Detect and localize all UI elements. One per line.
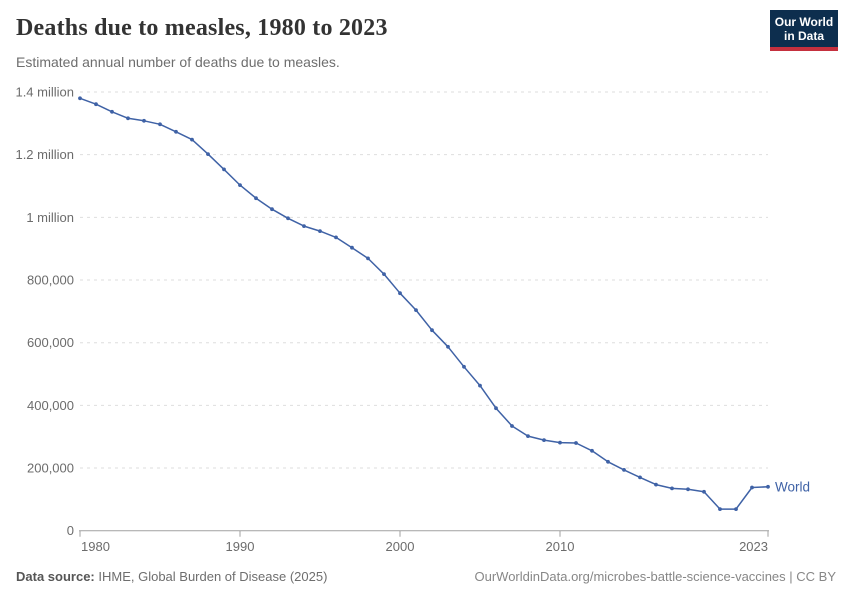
y-tick-label-zero: 0 bbox=[67, 523, 74, 538]
data-point[interactable] bbox=[430, 328, 434, 333]
data-point[interactable] bbox=[478, 383, 482, 388]
data-point[interactable] bbox=[510, 424, 514, 428]
x-tick-label: 2023 bbox=[739, 539, 768, 554]
data-point[interactable] bbox=[366, 256, 370, 261]
data-point[interactable] bbox=[494, 406, 498, 411]
x-tick-label: 1980 bbox=[81, 539, 110, 554]
data-point[interactable] bbox=[638, 475, 642, 480]
chart-subtitle: Estimated annual number of deaths due to… bbox=[16, 54, 340, 70]
data-point[interactable] bbox=[206, 152, 210, 157]
data-point[interactable] bbox=[142, 118, 146, 123]
y-tick-label: 400,000 bbox=[27, 398, 74, 413]
y-tick-label: 1 million bbox=[26, 210, 74, 225]
data-point[interactable] bbox=[606, 459, 610, 464]
y-tick-label: 800,000 bbox=[27, 273, 74, 288]
data-point[interactable] bbox=[174, 129, 178, 134]
data-point[interactable] bbox=[270, 207, 274, 212]
data-point[interactable] bbox=[126, 116, 130, 121]
data-point[interactable] bbox=[590, 448, 594, 453]
x-tick-label: 2010 bbox=[546, 539, 575, 554]
chart-title: Deaths due to measles, 1980 to 2023 bbox=[16, 15, 388, 41]
owid-logo-line2: in Data bbox=[783, 28, 824, 43]
y-tick-label: 1.2 million bbox=[15, 147, 74, 162]
data-point[interactable] bbox=[398, 291, 402, 296]
data-point[interactable] bbox=[766, 484, 770, 489]
data-point[interactable] bbox=[462, 364, 466, 369]
world-series-line[interactable] bbox=[79, 97, 769, 510]
series-end-label: World bbox=[775, 479, 810, 494]
data-point[interactable] bbox=[158, 122, 162, 127]
data-point[interactable] bbox=[702, 489, 706, 494]
data-point[interactable] bbox=[286, 216, 290, 221]
footer-datasource-label: Data source: bbox=[16, 569, 95, 584]
data-point[interactable] bbox=[318, 229, 322, 234]
y-tick-label: 200,000 bbox=[27, 461, 74, 476]
data-point[interactable] bbox=[94, 102, 98, 107]
footer-citation-link[interactable]: OurWorldinData.org/microbes-battle-scien… bbox=[474, 569, 837, 584]
data-point[interactable] bbox=[670, 486, 674, 491]
x-tick-label: 1990 bbox=[226, 539, 255, 554]
y-tick-label: 1.4 million bbox=[15, 85, 74, 100]
footer-datasource-text: IHME, Global Burden of Disease (2025) bbox=[94, 569, 328, 584]
data-point[interactable] bbox=[350, 245, 354, 250]
data-point[interactable] bbox=[238, 183, 242, 188]
data-point[interactable] bbox=[110, 109, 114, 114]
data-point[interactable] bbox=[686, 487, 690, 492]
data-point[interactable] bbox=[414, 308, 418, 312]
data-point[interactable] bbox=[382, 272, 386, 276]
y-tick-label: 600,000 bbox=[27, 335, 74, 350]
data-point[interactable] bbox=[222, 167, 226, 172]
data-point[interactable] bbox=[526, 434, 530, 438]
data-point[interactable] bbox=[558, 440, 562, 445]
footer-datasource: Data source: IHME, Global Burden of Dise… bbox=[16, 569, 327, 584]
data-point[interactable] bbox=[750, 485, 754, 490]
data-point[interactable] bbox=[78, 96, 82, 101]
data-point[interactable] bbox=[254, 196, 258, 201]
data-point[interactable] bbox=[574, 441, 578, 445]
data-point[interactable] bbox=[446, 344, 450, 349]
data-point[interactable] bbox=[622, 468, 626, 472]
x-tick-label: 2000 bbox=[386, 539, 415, 554]
data-point[interactable] bbox=[302, 224, 306, 229]
owid-logo[interactable]: Our World in Data bbox=[770, 10, 838, 51]
data-point[interactable] bbox=[542, 438, 546, 442]
data-point[interactable] bbox=[334, 235, 338, 240]
data-point[interactable] bbox=[654, 482, 658, 487]
data-point[interactable] bbox=[190, 137, 194, 142]
owid-logo-line1: Our World bbox=[774, 14, 834, 29]
data-point[interactable] bbox=[718, 507, 722, 511]
data-point[interactable] bbox=[734, 507, 738, 511]
